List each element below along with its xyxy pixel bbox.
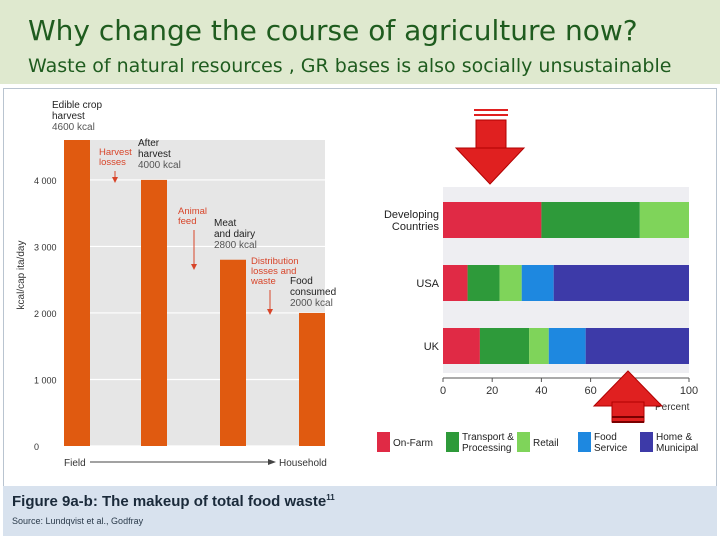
legend-label: Home &: [656, 432, 692, 443]
right-legend: On-Farm Transport &Processing Retail FoodSe…: [377, 432, 698, 454]
legend-label: Municipal: [656, 443, 698, 454]
figure-caption-superscript: 11: [326, 493, 335, 502]
legend-label: Food: [594, 432, 617, 443]
slide-header: [0, 0, 720, 84]
left-loss-label: Harvest: [99, 147, 132, 158]
left-bar-label: Food: [290, 276, 313, 287]
left-bar-label: and dairy: [214, 229, 255, 240]
left-bar: [141, 179, 167, 447]
right-bar-segment: [548, 328, 586, 364]
right-x-tick-label: 0: [440, 385, 446, 397]
right-category-label: Countries: [392, 221, 440, 233]
legend-label: Processing: [462, 443, 511, 454]
red-up-arrow: [592, 370, 664, 423]
left-bar-value-label: 4600 kcal: [52, 122, 95, 133]
legend-swatch: [446, 432, 459, 452]
right-bar-segment: [585, 328, 689, 364]
legend-swatch: [640, 432, 653, 452]
legend-swatch: [578, 432, 591, 452]
left-loss-label: feed: [178, 216, 197, 227]
caption-band: [3, 486, 717, 536]
left-bar: [299, 312, 325, 446]
left-bar-value-label: 2800 kcal: [214, 240, 257, 251]
right-x-ticks: 0 20 40 60 100: [440, 378, 698, 397]
left-y-tick-label: 4 000: [34, 176, 57, 186]
right-x-tick-label: 100: [680, 385, 698, 397]
right-bar-segment: [541, 202, 640, 238]
right-category-label: Developing: [384, 209, 439, 221]
figure-caption: Figure 9a-b: The makeup of total food wa…: [12, 493, 335, 510]
left-bar-label: consumed: [290, 287, 336, 298]
left-bar-value-label: 2000 kcal: [290, 298, 333, 309]
left-y-axis-label: kcal/cap ita/day: [16, 241, 27, 310]
legend-swatch: [517, 432, 530, 452]
left-loss-label: waste: [250, 276, 276, 287]
left-loss-label: Distribution: [251, 256, 299, 267]
legend-label: Retail: [533, 438, 559, 449]
figure-caption-text: Figure 9a-b: The makeup of total food wa…: [12, 493, 327, 510]
right-category-label: USA: [416, 278, 439, 290]
red-down-arrow: [454, 109, 526, 185]
left-bars: [64, 140, 325, 447]
left-chart-background: [64, 140, 325, 446]
left-x-start-label: Field: [64, 458, 86, 469]
left-loss-label: Animal: [178, 206, 207, 217]
figure-source: Source: Lundqvist et al., Godfray: [12, 516, 144, 526]
right-bar-segment: [467, 265, 500, 301]
legend-swatch: [377, 432, 390, 452]
right-x-tick-label: 40: [535, 385, 547, 397]
legend-label: On-Farm: [393, 438, 433, 449]
left-loss-arrowhead: [267, 309, 273, 315]
left-bar-label: harvest: [138, 149, 171, 160]
right-stacked-bars: [443, 202, 689, 364]
right-bar-segment: [521, 265, 554, 301]
left-x-axis-arrowhead: [268, 459, 276, 465]
left-bar-value-label: 4000 kcal: [138, 160, 181, 171]
right-bar-segment: [499, 265, 522, 301]
right-bar-segment: [443, 328, 480, 364]
left-loss-label: losses and: [251, 266, 296, 277]
right-category-label: UK: [424, 341, 440, 353]
slide-title: Why change the course of agriculture now…: [28, 14, 638, 47]
right-x-tick-label: 20: [486, 385, 498, 397]
left-y-ticks: 0 1 000 2 000 3 000 4 000: [34, 176, 57, 452]
right-bar-segment: [639, 202, 689, 238]
right-x-tick-label: 60: [584, 385, 596, 397]
left-x-end-label: Household: [279, 458, 327, 469]
right-bar-segment: [553, 265, 689, 301]
left-bar-label: After: [138, 138, 160, 149]
left-loss-arrowhead: [191, 264, 197, 270]
legend-label: Transport &: [462, 432, 514, 443]
left-y-tick-label: 1 000: [34, 375, 57, 385]
left-bar: [220, 259, 246, 446]
left-bar-label: Edible crop: [52, 100, 102, 111]
left-loss-arrowhead: [112, 177, 118, 183]
left-y-tick-label: 3 000: [34, 242, 57, 252]
slide-subtitle: Waste of natural resources , GR bases is…: [28, 55, 672, 77]
legend-label: Service: [594, 443, 628, 454]
right-bar-segment: [443, 265, 468, 301]
right-bar-segment: [479, 328, 530, 364]
left-y-tick-label: 0: [34, 442, 39, 452]
right-x-axis-label: Percent: [655, 402, 690, 413]
left-bar: [64, 140, 90, 446]
left-loss-label: losses: [99, 157, 126, 168]
left-bar-label: harvest: [52, 111, 85, 122]
right-bar-segment: [443, 202, 542, 238]
left-y-tick-label: 2 000: [34, 309, 57, 319]
right-bar-segment: [529, 328, 549, 364]
left-bar-label: Meat: [214, 218, 236, 229]
